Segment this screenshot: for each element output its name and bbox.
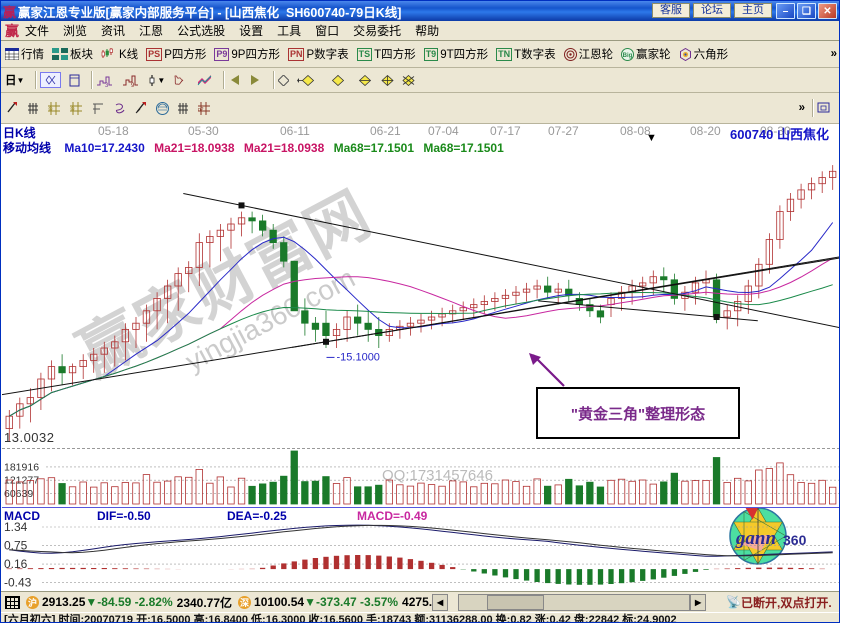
svg-text:-0.43: -0.43 — [4, 576, 32, 590]
svg-text:Big: Big — [623, 53, 633, 59]
svg-text:-15.1000: -15.1000 — [337, 351, 380, 363]
svg-text:金: 金 — [70, 106, 75, 113]
svg-text:181916: 181916 — [4, 461, 39, 473]
svg-text:60639: 60639 — [4, 488, 33, 500]
svg-text:9: 9 — [131, 83, 135, 87]
svg-text:n2: n2 — [198, 107, 204, 113]
svg-text:金: 金 — [48, 106, 53, 113]
svg-text:3: 3 — [105, 83, 109, 87]
svg-text:1.34: 1.34 — [4, 520, 28, 534]
